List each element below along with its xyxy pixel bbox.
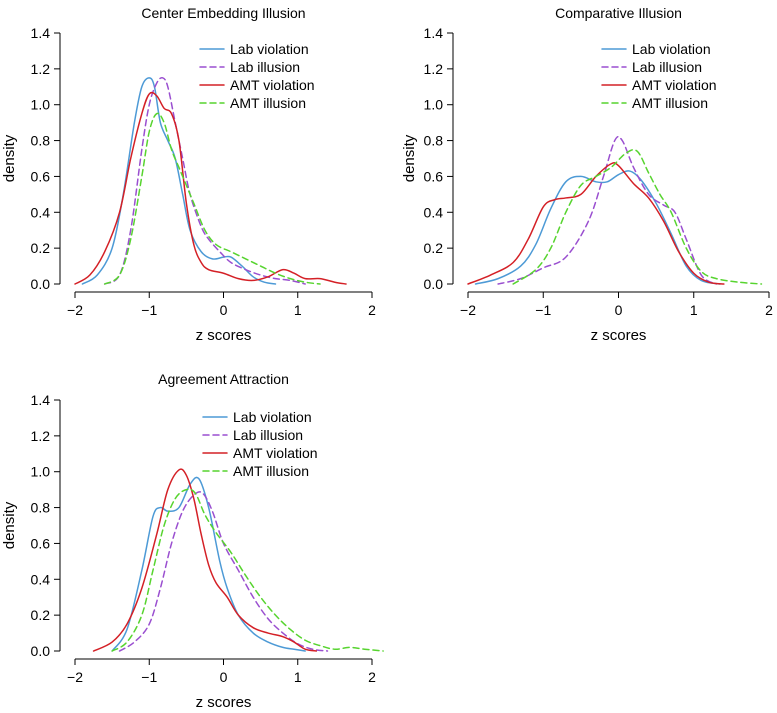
y-tick-label: 0.0 [424, 276, 444, 292]
y-tick-label: 1.0 [424, 97, 444, 113]
series-line-lab-violation [474, 170, 721, 285]
legend-label: Lab violation [230, 41, 309, 57]
y-tick-label: 1.2 [31, 61, 51, 77]
y-axis-title: density [401, 134, 418, 182]
x-tick-label: 2 [765, 302, 773, 318]
series-line-amt-violation [92, 468, 318, 652]
y-tick-label: 1.0 [31, 97, 51, 113]
x-tick-label: 0 [220, 669, 228, 685]
chart-panel: Agreement Attraction −2 −1 0 1 2 z scores 0.0 0.… [1, 371, 384, 711]
y-axis-title: density [1, 501, 18, 549]
x-axis-title: z scores [196, 327, 252, 344]
series-line-amt-violation [467, 162, 725, 285]
y-tick-label: 0.2 [31, 607, 51, 623]
y-tick-label: 1.2 [424, 61, 444, 77]
chart-title: Comparative Illusion [555, 5, 682, 21]
x-tick-label: 2 [368, 669, 376, 685]
legend-label: Lab illusion [230, 59, 300, 75]
legend-label: Lab illusion [233, 427, 303, 443]
series-line-amt-illusion [512, 148, 763, 285]
chart-panel: Comparative Illusion −2 −1 0 1 2 z scores 0.0 0.… [401, 5, 773, 344]
legend-label: Lab violation [632, 41, 711, 57]
y-tick-label: 1.0 [31, 464, 51, 480]
y-tick-label: 1.2 [31, 428, 51, 444]
y-axis-title: density [1, 134, 18, 182]
y-tick-label: 0.8 [31, 500, 51, 516]
series-line-amt-illusion [103, 112, 321, 285]
y-tick-label: 0.0 [31, 643, 51, 659]
series-line-amt-illusion [111, 488, 384, 652]
y-tick-label: 0.0 [31, 276, 51, 292]
x-tick-label: −1 [535, 302, 551, 318]
y-tick-label: 1.4 [31, 392, 51, 408]
y-tick-label: 0.6 [31, 168, 51, 184]
y-tick-label: 0.2 [424, 240, 444, 256]
x-tick-label: −2 [67, 669, 83, 685]
legend-label: Lab illusion [632, 59, 702, 75]
legend-label: AMT illusion [233, 463, 309, 479]
x-tick-label: −2 [460, 302, 476, 318]
x-tick-label: −1 [141, 302, 157, 318]
y-tick-label: 0.8 [424, 133, 444, 149]
series-line-lab-illusion [497, 135, 718, 285]
y-tick-label: 0.6 [31, 535, 51, 551]
legend-label: AMT illusion [632, 95, 708, 111]
series-line-amt-violation [74, 91, 347, 285]
y-tick-label: 0.4 [31, 571, 51, 587]
x-tick-label: 0 [220, 302, 228, 318]
y-tick-label: 0.6 [424, 168, 444, 184]
chart-title: Agreement Attraction [158, 371, 289, 387]
legend-label: Lab violation [233, 409, 312, 425]
y-tick-label: 1.4 [424, 25, 444, 41]
y-tick-label: 0.4 [424, 204, 444, 220]
x-tick-label: 1 [294, 302, 302, 318]
legend-label: AMT illusion [230, 95, 306, 111]
x-tick-label: −2 [67, 302, 83, 318]
x-axis-title: z scores [196, 694, 252, 711]
x-tick-label: 2 [368, 302, 376, 318]
y-tick-label: 0.4 [31, 204, 51, 220]
x-tick-label: 1 [294, 669, 302, 685]
chart-panel: Center Embedding Illusion −2 −1 0 1 2 z scores… [1, 5, 376, 344]
x-tick-label: 0 [615, 302, 623, 318]
legend-label: AMT violation [233, 445, 318, 461]
legend-label: AMT violation [632, 77, 717, 93]
legend-label: AMT violation [230, 77, 315, 93]
y-tick-label: 1.4 [31, 25, 51, 41]
y-tick-label: 0.8 [31, 133, 51, 149]
chart-title: Center Embedding Illusion [141, 5, 305, 21]
y-tick-label: 0.2 [31, 240, 51, 256]
x-tick-label: −1 [141, 669, 157, 685]
series-line-lab-illusion [103, 76, 306, 285]
x-tick-label: 1 [690, 302, 698, 318]
x-axis-title: z scores [591, 327, 647, 344]
series-line-lab-violation [111, 476, 306, 652]
series-line-lab-illusion [118, 491, 329, 652]
